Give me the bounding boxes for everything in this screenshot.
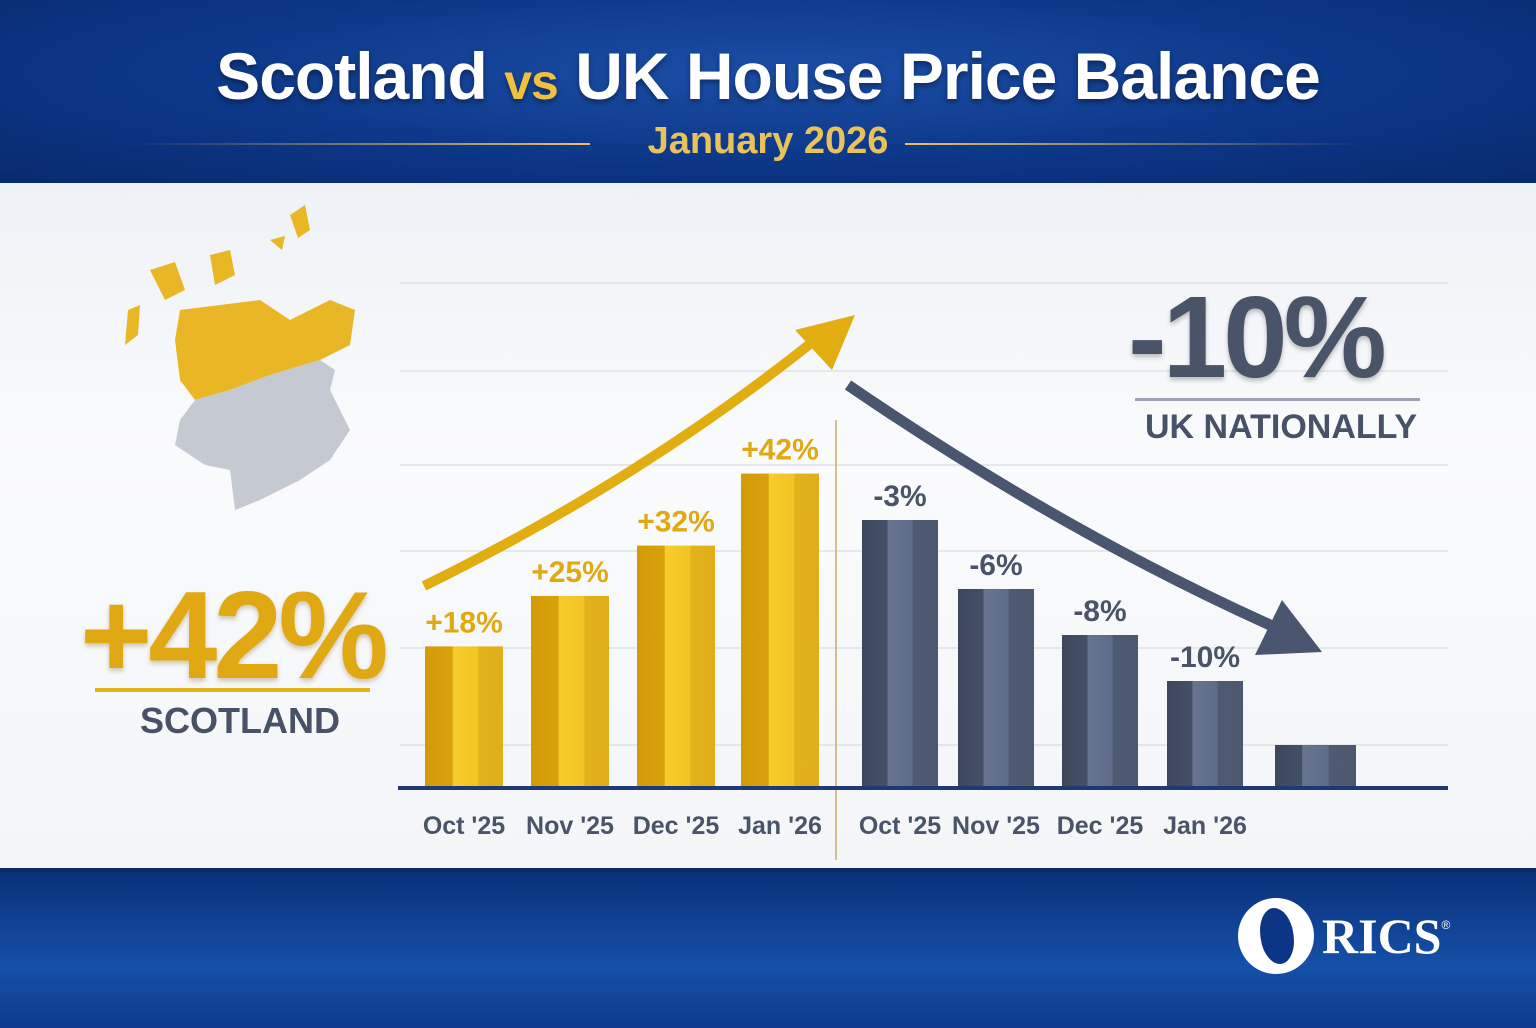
- scotland-data-label: +25%: [531, 556, 609, 589]
- uk-bar: [1062, 635, 1138, 786]
- title-uk: UK House Price Balance: [575, 39, 1321, 113]
- x-tick-label: Oct '25: [859, 812, 941, 840]
- falling-trend-arrow: [844, 380, 1273, 631]
- rics-logo: RICS ®: [1238, 898, 1450, 974]
- page-subtitle: January 2026: [647, 120, 889, 162]
- scotland-map-icon: [125, 205, 355, 510]
- uk-headline-label: UK NATIONALLY: [1145, 408, 1417, 446]
- registered-icon: ®: [1441, 918, 1451, 932]
- x-tick-label: Nov '25: [526, 812, 614, 840]
- scotland-bar: [741, 473, 819, 786]
- scotland-bar: [425, 646, 503, 786]
- uk-bar: [1167, 681, 1243, 786]
- uk-underline: [1135, 398, 1420, 401]
- page-title: Scotland vs UK House Price Balance: [0, 38, 1536, 114]
- rising-arrow-head-icon: [795, 315, 855, 370]
- uk-trailing-bar: [1275, 745, 1356, 786]
- scotland-data-label: +18%: [425, 606, 503, 639]
- x-tick-label: Jan '26: [738, 812, 822, 840]
- scotland-data-label: +32%: [637, 506, 715, 539]
- uk-bar: [958, 589, 1034, 786]
- header-banner: Scotland vs UK House Price Balance Janua…: [0, 0, 1536, 183]
- uk-data-label: -3%: [873, 480, 926, 513]
- uk-headline-value: -10%: [1128, 272, 1387, 402]
- scotland-bar: [531, 596, 609, 786]
- title-vs: vs: [504, 54, 559, 110]
- uk-data-label: -10%: [1170, 641, 1240, 674]
- uk-bar: [862, 520, 938, 786]
- subtitle-divider-left: [130, 143, 590, 145]
- scotland-bar: [637, 545, 715, 786]
- falling-arrow-head-icon: [1255, 600, 1322, 655]
- x-tick-label: Dec '25: [633, 812, 720, 840]
- rics-logo-text: RICS: [1322, 908, 1442, 964]
- uk-data-label: -8%: [1073, 595, 1126, 628]
- title-scotland: Scotland: [216, 39, 488, 113]
- lion-logo-icon: [1238, 898, 1314, 974]
- scotland-underline: [95, 688, 370, 692]
- rising-trend-arrow: [421, 336, 819, 591]
- uk-data-label: -6%: [969, 549, 1022, 582]
- scotland-headline-value: +42%: [80, 567, 389, 705]
- x-tick-label: Dec '25: [1057, 812, 1144, 840]
- scotland-data-label: +42%: [741, 434, 819, 467]
- x-tick-label: Nov '25: [952, 812, 1040, 840]
- x-tick-label: Jan '26: [1163, 812, 1247, 840]
- scotland-headline-label: SCOTLAND: [140, 700, 340, 741]
- x-tick-label: Oct '25: [423, 812, 505, 840]
